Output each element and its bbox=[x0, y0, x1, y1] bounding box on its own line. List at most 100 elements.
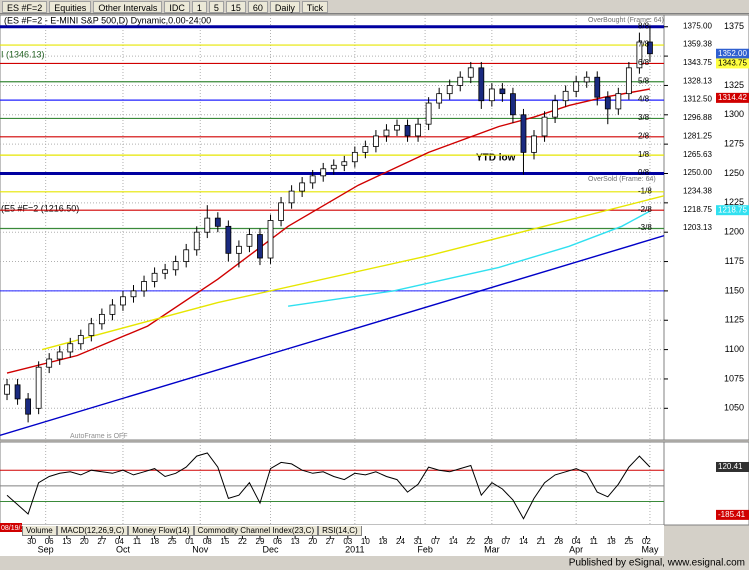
candle-body bbox=[172, 261, 179, 271]
level-name: 1/8 bbox=[638, 150, 650, 159]
study-tab[interactable]: Commodity Channel Index(23,C) bbox=[193, 526, 319, 536]
x-tick-label: 25 bbox=[168, 537, 177, 546]
study-tab[interactable]: MACD(12,26,9,C) bbox=[56, 526, 129, 536]
cci-marker-label: 120.41 bbox=[718, 462, 743, 471]
x-tick-label: 20 bbox=[80, 537, 89, 546]
candle-body bbox=[193, 231, 200, 251]
x-tick-label: 31 bbox=[414, 537, 423, 546]
price-marker-label: 1314.42 bbox=[718, 93, 747, 102]
x-tick-label: 13 bbox=[62, 537, 71, 546]
x-month-label: Feb bbox=[417, 544, 433, 554]
candle-body bbox=[520, 114, 527, 153]
y-tick-label: 1125 bbox=[725, 315, 744, 325]
x-tick-label: 24 bbox=[396, 537, 405, 546]
candle-body bbox=[615, 93, 622, 110]
candle-body bbox=[214, 217, 221, 227]
x-month-label: Apr bbox=[569, 544, 583, 554]
level-value: 1328.13 bbox=[683, 76, 712, 85]
x-tick-label: 10 bbox=[361, 537, 370, 546]
x-tick-label: 14 bbox=[449, 537, 458, 546]
toolbar-button[interactable]: 1 bbox=[191, 1, 207, 13]
study-tab[interactable]: RSI(14,C) bbox=[318, 526, 362, 536]
x-tick-label: 25 bbox=[624, 537, 633, 546]
footer: Published by eSignal, www.esignal.com bbox=[569, 558, 745, 569]
x-tick-label: 03 bbox=[343, 537, 352, 546]
cci-marker-label: -185.41 bbox=[718, 510, 746, 519]
x-tick-label: 27 bbox=[326, 537, 335, 546]
level-value: 1203.13 bbox=[683, 223, 712, 232]
candle-body bbox=[235, 245, 242, 254]
x-tick-label: 18 bbox=[607, 537, 616, 546]
candle-body bbox=[583, 76, 590, 83]
x-month-label: Dec bbox=[263, 544, 280, 554]
candle-body bbox=[151, 272, 158, 282]
toolbar-button[interactable]: ES #F=2 bbox=[2, 1, 48, 13]
toolbar-button[interactable]: 60 bbox=[247, 1, 268, 13]
price-plot bbox=[0, 15, 664, 440]
y-tick-label: 1275 bbox=[724, 139, 744, 149]
level-name: 0/8 bbox=[638, 168, 650, 177]
x-tick-label: 29 bbox=[256, 537, 265, 546]
candle-body bbox=[120, 296, 126, 306]
toolbar-button[interactable]: 5 bbox=[208, 1, 224, 13]
toolbar-button[interactable]: 15 bbox=[225, 1, 246, 13]
x-tick-label: 27 bbox=[97, 537, 106, 546]
candle-body bbox=[394, 124, 400, 131]
candle-body bbox=[77, 335, 84, 345]
y-tick-label: 1175 bbox=[725, 256, 744, 266]
candle-body bbox=[625, 67, 632, 95]
level-value: 1265.63 bbox=[683, 150, 712, 159]
candle-body bbox=[35, 366, 42, 409]
overlay-line bbox=[42, 195, 664, 351]
chart-title: (ES #F=2 - E-MINI S&P 500,D) Dynamic,0.0… bbox=[4, 15, 211, 25]
candle-body bbox=[4, 384, 10, 395]
x-tick-label: 22 bbox=[466, 537, 475, 546]
price-marker-label: 1352.00 bbox=[718, 49, 747, 58]
study-tab[interactable]: Volume bbox=[22, 526, 57, 536]
toolbar-button[interactable]: Daily bbox=[269, 1, 300, 13]
x-tick-label: 22 bbox=[238, 537, 247, 546]
y-tick-label: 1375 bbox=[724, 21, 744, 31]
toolbar-button[interactable]: IDC bbox=[164, 1, 190, 13]
candle-body bbox=[130, 290, 137, 298]
candle-body bbox=[351, 151, 358, 163]
y-tick-label: 1300 bbox=[724, 109, 744, 119]
toolbar-button[interactable]: Other Intervals bbox=[93, 1, 163, 13]
level-value: 1296.88 bbox=[683, 113, 712, 122]
x-tick-label: 13 bbox=[291, 537, 300, 546]
candle-body bbox=[362, 146, 369, 153]
level-value: 1281.25 bbox=[683, 131, 712, 140]
candle-body bbox=[594, 76, 601, 98]
candle-body bbox=[415, 123, 421, 137]
candle-body bbox=[98, 313, 105, 325]
level-name: 6/8 bbox=[638, 58, 650, 67]
candle-body bbox=[183, 249, 190, 262]
price-marker bbox=[716, 48, 749, 59]
overlay-line bbox=[287, 210, 651, 307]
candle-body bbox=[46, 358, 53, 368]
toolbar-button[interactable]: Equities bbox=[49, 1, 92, 13]
level-value: 1218.75 bbox=[683, 205, 712, 214]
candle-body bbox=[510, 93, 516, 116]
x-tick-label: 18 bbox=[378, 537, 387, 546]
x-tick-label: 20 bbox=[308, 537, 317, 546]
candle-body bbox=[446, 85, 453, 95]
toolbar-button[interactable]: Tick bbox=[301, 1, 329, 13]
candle-body bbox=[288, 190, 295, 204]
level-name: -2/8 bbox=[638, 205, 652, 214]
study-tab[interactable]: Money Flow(14) bbox=[128, 526, 194, 536]
candle-body bbox=[478, 67, 485, 102]
candle-body bbox=[531, 135, 537, 153]
candle-body bbox=[278, 202, 284, 221]
candle-body bbox=[604, 96, 611, 110]
level-name: 2/8 bbox=[638, 131, 650, 140]
candle-body bbox=[204, 217, 211, 233]
candle-body bbox=[299, 182, 306, 192]
annotation: OverSold (Frame: 64) bbox=[588, 176, 656, 183]
x-tick-label: 04 bbox=[572, 537, 581, 546]
level-name: -1/8 bbox=[638, 186, 652, 195]
price-marker bbox=[716, 92, 749, 103]
candle-body bbox=[573, 81, 580, 92]
